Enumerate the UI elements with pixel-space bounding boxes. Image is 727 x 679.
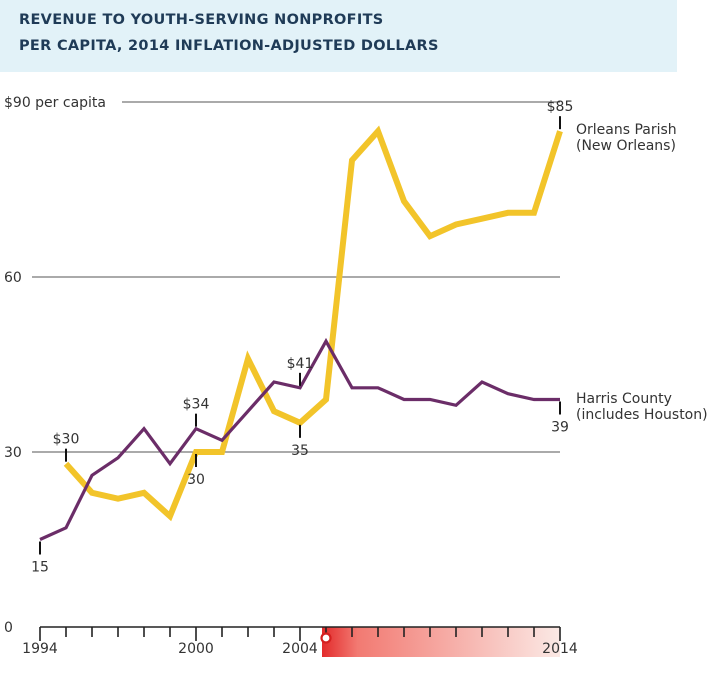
x-axis: 1994 2000 2004 2014	[22, 626, 578, 657]
series-label: (includes Houston)	[576, 407, 708, 423]
x-tick-label: 1994	[22, 641, 58, 657]
highlight-band	[322, 627, 560, 657]
series-layer	[39, 125, 563, 541]
y-tick-label: 0	[4, 620, 13, 636]
annotation-label: $41	[287, 356, 314, 372]
annotation-label: 35	[291, 443, 309, 459]
annotation-label: $30	[53, 432, 80, 448]
chart-title-line-1: REVENUE TO YOUTH-SERVING NONPROFITS	[19, 12, 384, 28]
series-label: Harris County	[576, 391, 672, 407]
period-marker-icon	[320, 632, 332, 644]
grid-layer: $90 per capita 60 30 0	[4, 95, 560, 636]
series-label: Orleans Parish	[576, 122, 677, 138]
series-line-harris	[39, 337, 560, 541]
y-tick-label: 60	[4, 270, 22, 286]
annotation-label: 39	[551, 420, 569, 436]
x-tick-label: 2000	[178, 641, 214, 657]
y-tick-label: $90 per capita	[4, 95, 106, 111]
annotation-layer: Orleans Parish(New Orleans) Harris County…	[31, 99, 707, 575]
annotation-label: 30	[187, 472, 205, 488]
annotation-label: 15	[31, 560, 49, 576]
x-tick-label: 2014	[542, 641, 578, 657]
title-box: REVENUE TO YOUTH-SERVING NONPROFITS PER …	[0, 0, 677, 72]
chart-title-line-2: PER CAPITA, 2014 INFLATION-ADJUSTED DOLL…	[19, 38, 439, 54]
annotation-label: $85	[547, 99, 574, 115]
series-label: (New Orleans)	[576, 138, 676, 154]
series-line-orleans	[63, 125, 563, 522]
x-tick-label: 2004	[282, 641, 318, 657]
y-tick-label: 30	[4, 445, 22, 461]
annotation-label: $34	[183, 397, 210, 413]
